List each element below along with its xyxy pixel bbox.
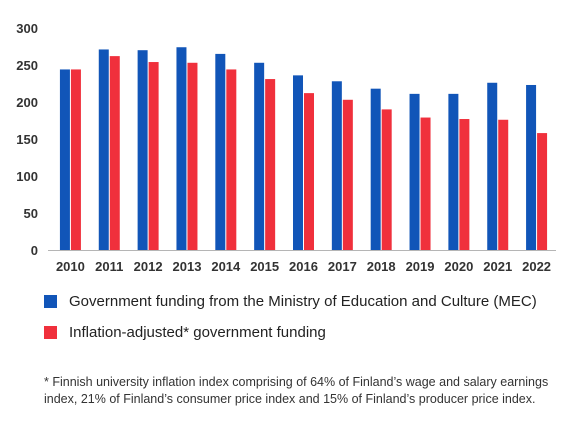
bar-mec-2019 — [409, 93, 420, 250]
bar-mec-2017 — [331, 81, 342, 250]
bar-inflation-adjusted-2019 — [420, 117, 431, 250]
bar-inflation-adjusted-2015 — [265, 79, 276, 250]
x-tick-label: 2021 — [483, 259, 512, 274]
bar-mec-2018 — [370, 88, 381, 251]
bar-inflation-adjusted-2017 — [342, 99, 353, 250]
bar-mec-2013 — [176, 47, 187, 250]
y-tick-label: 300 — [16, 21, 38, 36]
bar-mec-2010 — [59, 69, 70, 250]
x-tick-label: 2011 — [95, 259, 123, 274]
bar-inflation-adjusted-2010 — [70, 69, 81, 250]
x-tick-label: 2017 — [328, 259, 357, 274]
bar-inflation-adjusted-2016 — [304, 93, 314, 251]
x-tick-label: 2020 — [444, 259, 473, 274]
x-tick-label: 2013 — [173, 259, 202, 274]
x-tick-label: 2016 — [289, 259, 318, 274]
bar-mec-2020 — [448, 93, 459, 250]
bar-mec-2015 — [254, 62, 265, 250]
legend-swatch-mec — [44, 295, 57, 308]
x-tick-label: 2012 — [134, 259, 163, 274]
legend: Government funding from the Ministry of … — [44, 292, 544, 354]
x-tick-label: 2018 — [367, 259, 396, 274]
y-tick-label: 250 — [16, 58, 38, 73]
bar-inflation-adjusted-2021 — [498, 119, 509, 250]
bar-inflation-adjusted-2022 — [537, 133, 548, 250]
bar-mec-2022 — [526, 84, 537, 250]
bar-mec-2014 — [215, 53, 226, 251]
bar-inflation-adjusted-2013 — [187, 62, 198, 250]
y-tick-label: 50 — [24, 206, 38, 221]
x-tick-label: 2014 — [211, 259, 241, 274]
y-tick-label: 100 — [16, 169, 38, 184]
footnote: * Finnish university inflation index com… — [44, 375, 549, 406]
y-tick-label: 200 — [16, 95, 38, 110]
legend-item-inflation-adjusted: Inflation-adjusted* government funding — [44, 323, 544, 342]
bar-inflation-adjusted-2012 — [148, 62, 159, 250]
x-tick-label: 2022 — [522, 259, 551, 274]
bar-mec-2021 — [487, 82, 498, 250]
bar-mec-2012 — [137, 50, 148, 251]
legend-label-mec: Government funding from the Ministry of … — [69, 293, 537, 310]
legend-swatch-inflation-adjusted — [44, 326, 57, 339]
bar-inflation-adjusted-2011 — [109, 56, 120, 251]
x-tick-label: 2010 — [56, 259, 85, 274]
x-tick-label: 2015 — [250, 259, 279, 274]
bar-mec-2011 — [98, 49, 109, 251]
legend-item-mec: Government funding from the Ministry of … — [44, 292, 544, 311]
x-tick-label: 2019 — [406, 259, 435, 274]
y-tick-label: 0 — [31, 243, 38, 258]
bar-mec-2016 — [293, 75, 303, 250]
bar-inflation-adjusted-2018 — [381, 109, 392, 251]
bar-chart: 0 50 100 150 200 250 300 2010 2011 2012 2013 2014 20… — [16, 21, 556, 274]
y-tick-label: 150 — [16, 132, 38, 147]
bar-inflation-adjusted-2014 — [226, 69, 237, 250]
bar-inflation-adjusted-2020 — [459, 119, 470, 251]
legend-label-inflation-adjusted: Inflation-adjusted* government funding — [69, 324, 326, 341]
